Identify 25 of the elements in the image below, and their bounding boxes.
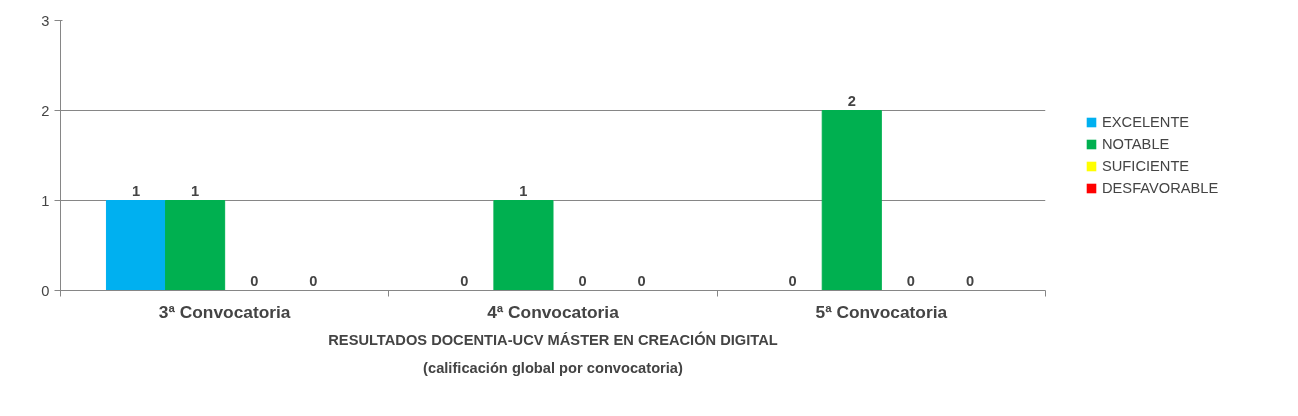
x-tick-label: 5ª Convocatoria xyxy=(815,301,948,322)
data-label: 0 xyxy=(250,272,259,289)
text: (calificación global por convocatoria) xyxy=(423,359,684,376)
legend-label: EXCELENTE xyxy=(1102,114,1190,130)
data-label: 0 xyxy=(965,272,975,289)
y-tick-label: 2 xyxy=(41,102,50,119)
data-label: 2 xyxy=(847,92,856,109)
legend-label: DESFAVORABLE xyxy=(1102,180,1219,196)
data-label: 0 xyxy=(578,272,587,289)
y-tick-label: 0 xyxy=(41,282,50,299)
data-label: 0 xyxy=(906,272,915,289)
data-label: 1 xyxy=(131,182,141,199)
text: RESULTADOS DOCENTIA-UCV MÁSTER EN CREACIÓN DIGITAL xyxy=(328,330,778,348)
data-label: 0 xyxy=(637,272,646,289)
y-tick-label: 1 xyxy=(41,192,50,209)
legend-label: SUFICIENTE xyxy=(1102,158,1190,174)
data-label: 0 xyxy=(788,272,797,289)
x-tick-label: 3ª Convocatoria xyxy=(158,301,291,322)
y-tick-label: 3 xyxy=(41,12,50,29)
data-label: 0 xyxy=(309,272,318,289)
data-label: 1 xyxy=(519,182,528,199)
data-label: 0 xyxy=(460,272,469,289)
x-tick-label: 4ª Convocatoria xyxy=(487,301,620,322)
data-label: 1 xyxy=(191,182,200,199)
legend-label: NOTABLE xyxy=(1102,136,1170,152)
